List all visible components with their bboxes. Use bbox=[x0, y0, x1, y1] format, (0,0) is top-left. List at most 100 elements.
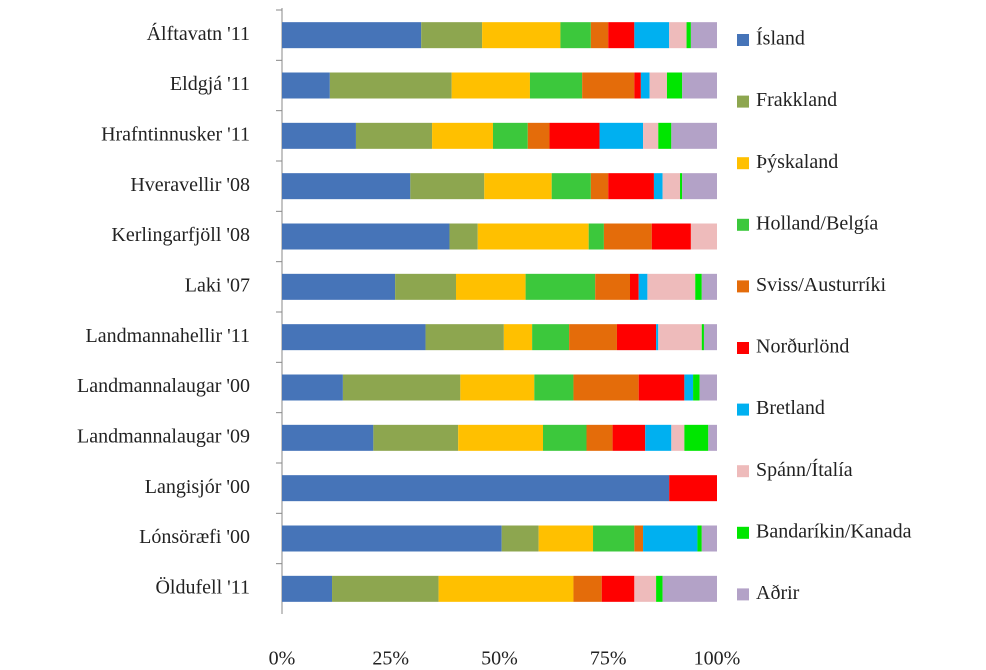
legend-swatch bbox=[737, 34, 749, 46]
bar-segment bbox=[638, 374, 685, 401]
legend-label: Frakkland bbox=[756, 89, 837, 111]
legend-swatch bbox=[737, 403, 749, 416]
bar-segment bbox=[529, 72, 583, 99]
bar-segment bbox=[477, 223, 589, 250]
bar-segment bbox=[634, 575, 657, 602]
y-tick-label: Landmannalaugar '09 bbox=[77, 425, 250, 447]
bar-segment bbox=[525, 273, 596, 300]
bar-segment bbox=[690, 22, 717, 49]
bar-segment bbox=[421, 22, 483, 49]
legend-swatch bbox=[737, 526, 749, 539]
bar-segment bbox=[484, 173, 552, 200]
bar-segment bbox=[342, 374, 461, 401]
bar-segment bbox=[573, 575, 602, 602]
bar-segment bbox=[703, 324, 717, 351]
legend-label: Bandaríkin/Kanada bbox=[756, 520, 912, 542]
bar-segment bbox=[630, 273, 639, 300]
bar-segment bbox=[699, 374, 717, 401]
bar-segment bbox=[425, 324, 504, 351]
bar-segment bbox=[332, 575, 439, 602]
bar-segment bbox=[608, 22, 635, 49]
bar-segment bbox=[616, 324, 657, 351]
bar-segment bbox=[682, 173, 717, 200]
bar-segment bbox=[282, 424, 374, 451]
y-tick-label: Hrafntinnusker '11 bbox=[101, 123, 250, 145]
bar-segment bbox=[410, 173, 485, 200]
bar-segment bbox=[395, 273, 456, 300]
y-tick-label: Laki '07 bbox=[185, 274, 250, 296]
bar-segment bbox=[643, 525, 698, 552]
bar-segment bbox=[669, 475, 717, 502]
bar-segment bbox=[586, 424, 613, 451]
bar-segment bbox=[282, 575, 333, 602]
bar-segment bbox=[693, 374, 700, 401]
bar-segment bbox=[458, 424, 543, 451]
bar-segment bbox=[658, 324, 702, 351]
legend-swatch bbox=[737, 588, 749, 601]
bar-segment bbox=[527, 122, 550, 149]
bar-segment bbox=[329, 72, 452, 99]
x-tick-label: 100% bbox=[694, 648, 741, 670]
bar-segment bbox=[697, 525, 702, 552]
legend-swatch bbox=[737, 342, 749, 354]
bar-segment bbox=[651, 223, 691, 250]
bar-segment bbox=[634, 72, 641, 99]
bar-segment bbox=[658, 122, 672, 149]
bar-segment bbox=[682, 72, 717, 99]
x-tick-label: 75% bbox=[590, 648, 627, 670]
bar-segment bbox=[573, 374, 639, 401]
bar-segment bbox=[460, 374, 535, 401]
bar-segment bbox=[355, 122, 433, 149]
legend-label: Aðrir bbox=[756, 582, 800, 604]
x-tick-label: 0% bbox=[269, 648, 296, 670]
y-tick-label: Langisjór '00 bbox=[145, 476, 250, 498]
bar-segment bbox=[701, 525, 717, 552]
bar-segment bbox=[282, 374, 343, 401]
bar-segment bbox=[282, 72, 330, 99]
bar-segment bbox=[282, 173, 411, 200]
bar-segment bbox=[647, 273, 696, 300]
bar-segment bbox=[590, 173, 609, 200]
bar-segment bbox=[656, 575, 663, 602]
bar-segment bbox=[582, 72, 635, 99]
legend-label: Þýskaland bbox=[756, 151, 838, 173]
bar-segment bbox=[680, 173, 683, 200]
legend-label: Spánn/Ítalía bbox=[756, 458, 853, 481]
y-tick-label: Landmannalaugar '00 bbox=[77, 375, 250, 397]
bar-segment bbox=[282, 22, 422, 49]
bar-segment bbox=[601, 575, 635, 602]
legend-label: Ísland bbox=[756, 27, 805, 50]
bar-segment bbox=[282, 223, 450, 250]
bar-segment bbox=[482, 22, 561, 49]
legend-label: Norðurlönd bbox=[756, 336, 849, 358]
bar-segment bbox=[671, 122, 717, 149]
legend-swatch bbox=[737, 280, 749, 293]
y-tick-label: Hveravellir '08 bbox=[130, 174, 250, 196]
bar-segment bbox=[686, 22, 691, 49]
bar-segment bbox=[432, 122, 493, 149]
bar-segment bbox=[282, 324, 426, 351]
bar-segment bbox=[656, 324, 659, 351]
y-tick-label: Lónsöræfi '00 bbox=[139, 526, 250, 548]
y-tick-label: Landmannahellir '11 bbox=[86, 325, 250, 347]
bar-segment bbox=[282, 475, 670, 502]
y-tick-label: Kerlingarfjöll '08 bbox=[111, 224, 250, 246]
bar-segment bbox=[569, 324, 617, 351]
bar-segment bbox=[599, 122, 644, 149]
bar-segment bbox=[588, 223, 604, 250]
bar-segment bbox=[282, 273, 396, 300]
bar-segment bbox=[640, 72, 650, 99]
bar-segment bbox=[708, 424, 717, 451]
y-tick-label: Eldgjá '11 bbox=[170, 73, 250, 95]
bar-segment bbox=[669, 22, 687, 49]
bar-segment bbox=[701, 324, 704, 351]
bar-segment bbox=[643, 122, 659, 149]
bar-segment bbox=[608, 173, 654, 200]
bar-segment bbox=[492, 122, 528, 149]
bar-segment bbox=[612, 424, 646, 451]
bar-segment bbox=[690, 223, 717, 250]
bar-segment bbox=[662, 575, 717, 602]
legend-swatch bbox=[737, 465, 749, 478]
bar-segment bbox=[603, 223, 652, 250]
